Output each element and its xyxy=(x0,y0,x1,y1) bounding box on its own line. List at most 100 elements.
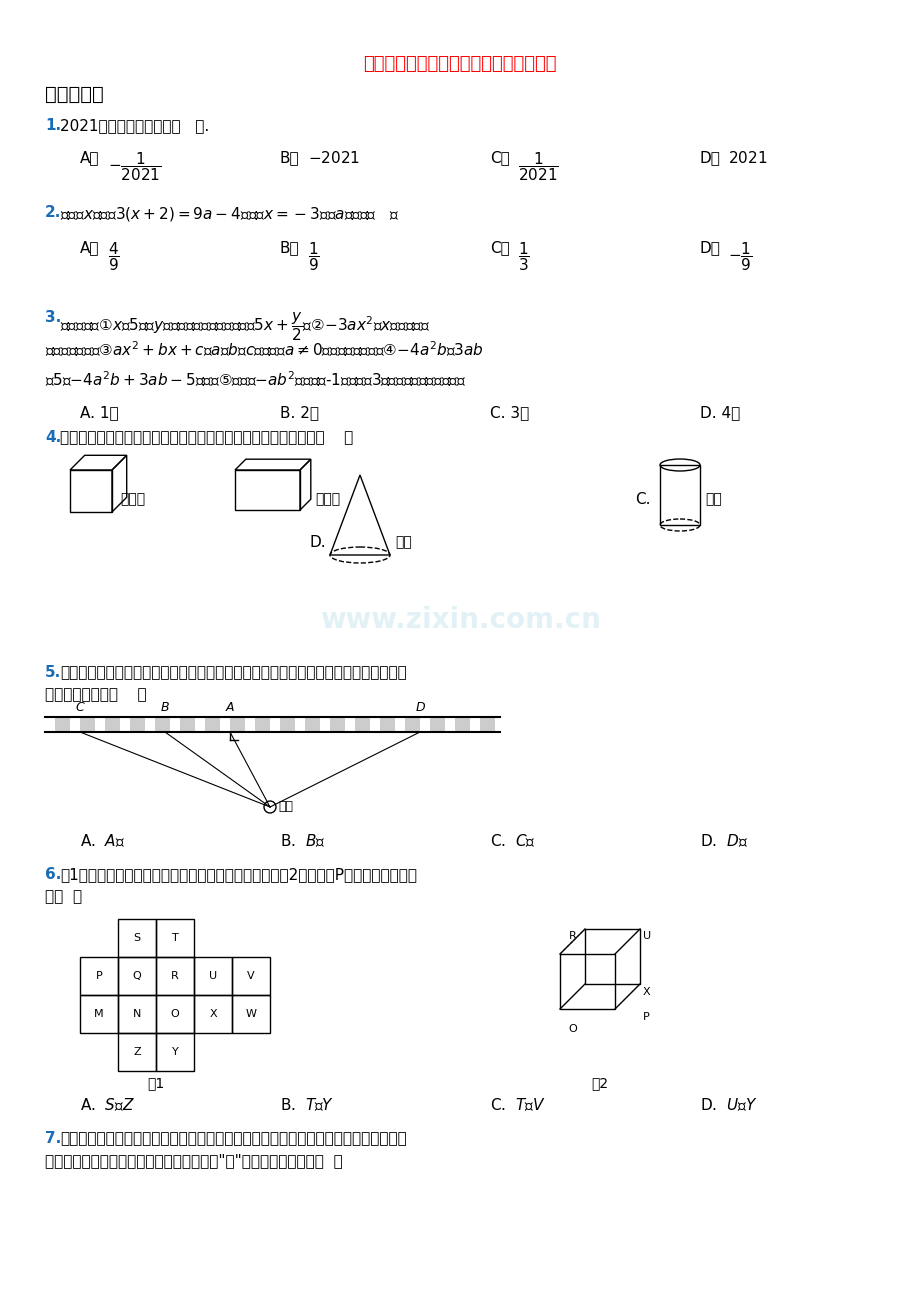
Text: 图1是正方体表面展开图，如果将其合成原来的正方体图2时，与点P重合的两个点应该: 图1是正方体表面展开图，如果将其合成原来的正方体图2时，与点P重合的两个点应该 xyxy=(60,867,416,881)
Text: 正方体: 正方体 xyxy=(119,492,145,506)
Polygon shape xyxy=(330,717,345,732)
Text: 图2: 图2 xyxy=(591,1075,607,1090)
Text: V: V xyxy=(247,971,255,980)
Text: O: O xyxy=(170,1009,179,1019)
Text: Y: Y xyxy=(172,1047,178,1057)
Text: $-2021$: $-2021$ xyxy=(308,150,359,165)
Text: 一、选择题: 一、选择题 xyxy=(45,85,104,104)
Text: 最短，则此点是（    ）: 最短，则此点是（ ） xyxy=(45,687,146,702)
Text: 下列说法：①$x$的5倍与$y$的和的一半用代数式表示是$5x+\dfrac{y}{2}$；②$-3ax^2$，$x$都是单项式: 下列说法：①$x$的5倍与$y$的和的一半用代数式表示是$5x+\dfrac{y… xyxy=(60,310,430,342)
Text: A: A xyxy=(225,700,234,713)
Text: C．: C． xyxy=(490,150,509,165)
Text: 新年快到了，小聪制作了一只正方体灯笼，并在每个面都写上一个汉字，将正方体灯笼: 新年快到了，小聪制作了一只正方体灯笼，并在每个面都写上一个汉字，将正方体灯笼 xyxy=(60,1131,406,1146)
Text: M: M xyxy=(94,1009,104,1019)
Text: C.  $C$点: C. $C$点 xyxy=(490,832,535,849)
Polygon shape xyxy=(154,717,170,732)
Text: P: P xyxy=(642,1012,649,1022)
Text: 展开如图所示，那么在该正方体灯笼中，在"祝"相对面上的汉字是（  ）: 展开如图所示，那么在该正方体灯笼中，在"祝"相对面上的汉字是（ ） xyxy=(45,1154,343,1168)
Text: N: N xyxy=(132,1009,141,1019)
Text: 3.: 3. xyxy=(45,310,62,326)
Polygon shape xyxy=(180,717,195,732)
Polygon shape xyxy=(279,717,295,732)
Text: 初一上学期期末数学综合检测试卷带答案: 初一上学期期末数学综合检测试卷带答案 xyxy=(363,55,556,73)
Polygon shape xyxy=(105,717,119,732)
Text: C.: C. xyxy=(634,492,650,506)
Text: Q: Q xyxy=(132,971,142,980)
Text: A．: A． xyxy=(80,240,99,255)
Text: ，5是$-4a^2b+3ab-5$的项；⑤单项式$-ab^2$的系数是-1，次数是3，其中正确的个数是（）: ，5是$-4a^2b+3ab-5$的项；⑤单项式$-ab^2$的系数是-1，次数… xyxy=(45,370,466,389)
Text: D．: D． xyxy=(699,150,720,165)
Text: S: S xyxy=(133,934,141,943)
Text: C. 3个: C. 3个 xyxy=(490,405,528,421)
Text: 圆柱: 圆柱 xyxy=(704,492,721,506)
Text: 7.: 7. xyxy=(45,1131,62,1146)
Text: D.  $U$和$Y$: D. $U$和$Y$ xyxy=(699,1096,756,1113)
Text: 村庄: 村庄 xyxy=(278,801,292,814)
Polygon shape xyxy=(305,717,320,732)
Text: B．: B． xyxy=(279,240,300,255)
Text: 6.: 6. xyxy=(45,867,62,881)
Text: www.zixin.com.cn: www.zixin.com.cn xyxy=(319,605,600,634)
Text: O: O xyxy=(568,1023,576,1034)
Text: 长方体: 长方体 xyxy=(314,492,340,506)
Polygon shape xyxy=(255,717,269,732)
Text: 5.: 5. xyxy=(45,665,62,680)
Polygon shape xyxy=(230,717,244,732)
Text: A．: A． xyxy=(80,150,99,165)
Text: Z: Z xyxy=(133,1047,141,1057)
Polygon shape xyxy=(429,717,445,732)
Text: 1.: 1. xyxy=(45,118,61,133)
Text: 在下面的四个几何体中，它们各自的左视图与主视图不一样的是（    ）: 在下面的四个几何体中，它们各自的左视图与主视图不一样的是（ ） xyxy=(60,430,353,445)
Text: $-\dfrac{1}{9}$: $-\dfrac{1}{9}$ xyxy=(727,240,752,273)
Text: 4.: 4. xyxy=(45,430,62,445)
Polygon shape xyxy=(404,717,420,732)
Text: A.  $S$和$Z$: A. $S$和$Z$ xyxy=(80,1096,135,1113)
Text: B.  $T$和$Y$: B. $T$和$Y$ xyxy=(279,1096,334,1113)
Polygon shape xyxy=(205,717,220,732)
Text: D.  $D$点: D. $D$点 xyxy=(699,832,747,849)
Polygon shape xyxy=(80,717,95,732)
Text: $\dfrac{1}{2021}$: $\dfrac{1}{2021}$ xyxy=(517,150,558,182)
Polygon shape xyxy=(480,717,494,732)
Text: P: P xyxy=(96,971,102,980)
Polygon shape xyxy=(355,717,369,732)
Text: B: B xyxy=(161,700,169,713)
Text: X: X xyxy=(642,987,650,997)
Text: X: X xyxy=(209,1009,217,1019)
Polygon shape xyxy=(130,717,145,732)
Text: A.  $A$点: A. $A$点 xyxy=(80,832,125,849)
Text: U: U xyxy=(642,931,651,941)
Polygon shape xyxy=(55,717,70,732)
Text: T: T xyxy=(172,934,178,943)
Text: R: R xyxy=(568,931,575,941)
Text: 2.: 2. xyxy=(45,204,62,220)
Text: 是（  ）: 是（ ） xyxy=(45,889,82,904)
Text: B．: B． xyxy=(279,150,300,165)
Text: $\dfrac{4}{9}$: $\dfrac{4}{9}$ xyxy=(108,240,119,273)
Text: 若关于$x$的方程$3(x+2)=9a-4$的解是$x=-3$，则$a$的值是（   ）: 若关于$x$的方程$3(x+2)=9a-4$的解是$x=-3$，则$a$的值是（… xyxy=(60,204,399,223)
Text: $-\dfrac{1}{2021}$: $-\dfrac{1}{2021}$ xyxy=(108,150,162,182)
Text: D: D xyxy=(414,700,425,713)
Text: 如图，在铁路旁有一村庄，现在铁路线上选一点建火车站，且使此村庄到火车站的距离: 如图，在铁路旁有一村庄，现在铁路线上选一点建火车站，且使此村庄到火车站的距离 xyxy=(60,665,406,680)
Text: $\dfrac{1}{9}$: $\dfrac{1}{9}$ xyxy=(308,240,320,273)
Text: U: U xyxy=(209,971,217,980)
Polygon shape xyxy=(380,717,394,732)
Text: W: W xyxy=(245,1009,256,1019)
Text: A. 1个: A. 1个 xyxy=(80,405,119,421)
Text: 图1: 图1 xyxy=(147,1075,165,1090)
Text: ，也都是整式；③$ax^2+bx+c$（$a$、$b$、$c$是常数，$a\neq0$）是二次三项式；④$-4a^2b$，$3ab$: ，也都是整式；③$ax^2+bx+c$（$a$、$b$、$c$是常数，$a\ne… xyxy=(45,340,483,359)
Text: B. 2个: B. 2个 xyxy=(279,405,319,421)
Text: D．: D． xyxy=(699,240,720,255)
Text: B.  $B$点: B. $B$点 xyxy=(279,832,325,849)
Text: $\dfrac{1}{3}$: $\dfrac{1}{3}$ xyxy=(517,240,529,273)
Text: D.: D. xyxy=(310,535,326,549)
Polygon shape xyxy=(455,717,470,732)
Text: C: C xyxy=(75,700,85,713)
Text: C.  $T$和$V$: C. $T$和$V$ xyxy=(490,1096,545,1113)
Text: 圆锥: 圆锥 xyxy=(394,535,412,549)
Text: R: R xyxy=(171,971,178,980)
Text: C．: C． xyxy=(490,240,509,255)
Text: $2021$: $2021$ xyxy=(727,150,766,165)
Text: D. 4个: D. 4个 xyxy=(699,405,740,421)
Text: 2021的倒数的相反数是（   ）.: 2021的倒数的相反数是（ ）. xyxy=(60,118,209,133)
